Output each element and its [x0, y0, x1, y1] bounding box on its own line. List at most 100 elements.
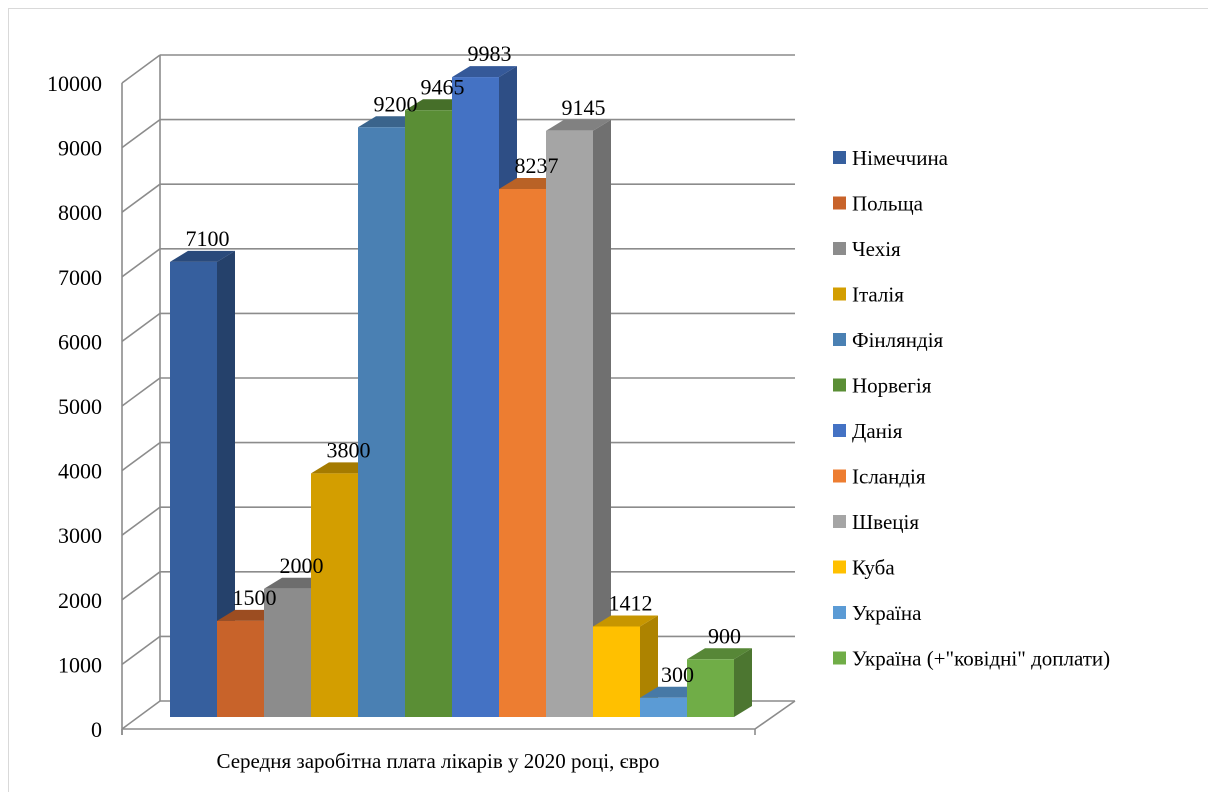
side-gridline: [121, 377, 161, 407]
data-label: 900: [708, 623, 741, 648]
bar-top: [687, 648, 752, 660]
legend-label: Італія: [852, 283, 904, 307]
data-label: 9983: [468, 41, 512, 66]
data-label: 300: [661, 662, 694, 687]
data-label: 3800: [327, 437, 371, 462]
data-label: 9145: [562, 95, 606, 120]
chart-frame: [8, 8, 1208, 792]
y-tick-label: 0: [91, 717, 102, 742]
bar-side: [593, 119, 611, 718]
y-tick-label: 3000: [58, 523, 102, 548]
data-label: 2000: [280, 553, 324, 578]
y-tick-label: 8000: [58, 200, 102, 225]
legend-swatch: [833, 560, 846, 574]
legend-swatch: [833, 469, 846, 483]
legend-label: Україна: [852, 601, 922, 625]
bar: [687, 648, 752, 717]
legend-item: Україна: [833, 601, 922, 625]
bar-front: [170, 261, 217, 717]
y-tick-label: 5000: [58, 394, 102, 419]
bar-front: [499, 189, 546, 717]
legend-swatch: [833, 242, 846, 255]
bar-front: [358, 127, 405, 717]
legend-swatch: [833, 287, 846, 301]
legend-swatch: [833, 333, 846, 346]
legend-swatch: [833, 196, 846, 210]
side-gridline: [121, 312, 161, 343]
legend-label: Швеція: [852, 510, 919, 534]
side-gridline: [121, 700, 161, 730]
side-gridline: [121, 183, 161, 213]
data-label: 1412: [609, 590, 653, 615]
legend-item: Польща: [833, 192, 924, 216]
bar-front: [452, 77, 499, 717]
bar-side: [734, 648, 752, 717]
bar-front: [405, 110, 452, 717]
legend-label: Ісландія: [852, 465, 926, 489]
bar-top: [546, 119, 611, 131]
bar-side: [217, 250, 235, 717]
y-tick-label: 4000: [58, 459, 102, 484]
y-tick-label: 7000: [58, 265, 102, 290]
side-gridline: [121, 118, 161, 149]
legend-label: Україна (+"ковідні" доплати): [852, 647, 1110, 671]
legend-item: Норвегія: [833, 374, 932, 398]
y-axis-ticks: 0 1000 2000 3000 4000 5000 6000 7000 8000 9000 100…: [47, 71, 102, 742]
legend-label: Норвегія: [852, 374, 932, 398]
data-label: 1500: [233, 585, 277, 610]
bar-front: [546, 130, 593, 718]
legend-item: Куба: [833, 556, 895, 580]
legend-label: Польща: [852, 192, 924, 216]
side-gridline: [121, 635, 161, 666]
data-label: 7100: [186, 226, 230, 251]
bar-top: [170, 250, 235, 262]
legend-item: Ісландія: [833, 465, 926, 489]
legend-swatch: [833, 151, 846, 164]
legend-swatch: [833, 378, 846, 392]
bar: [593, 615, 658, 717]
bar: [546, 119, 611, 718]
legend-item: Німеччина: [833, 146, 949, 170]
bar-front: [640, 697, 687, 717]
bar-front: [311, 473, 358, 717]
y-tick-label: 6000: [58, 329, 102, 354]
data-label: 9465: [421, 74, 465, 99]
bar-top: [452, 66, 517, 78]
legend-item: Італія: [833, 283, 904, 307]
side-gridline: [121, 441, 161, 472]
bar-top: [593, 615, 658, 627]
legend-item: Україна (+"ковідні" доплати): [833, 647, 1110, 671]
legend-item: Данія: [833, 419, 903, 443]
legend-item: Чехія: [833, 237, 901, 261]
side-gridline: [121, 248, 161, 278]
side-gridline: [121, 571, 161, 601]
side-gridline: [121, 54, 161, 84]
legend: Німеччина Польща Чехія Італія Фінляндія Норве…: [833, 146, 1110, 671]
legend-swatch: [833, 424, 846, 437]
legend-label: Чехія: [852, 237, 901, 261]
side-gridline: [121, 506, 161, 536]
legend-swatch: [833, 651, 846, 665]
y-tick-label: 2000: [58, 588, 102, 613]
legend-swatch: [833, 515, 846, 528]
legend-label: Німеччина: [852, 146, 949, 170]
legend-label: Куба: [852, 556, 895, 580]
y-tick-label: 9000: [58, 136, 102, 161]
y-tick-label: 10000: [47, 71, 102, 96]
legend-item: Фінляндія: [833, 328, 944, 352]
legend-label: Данія: [852, 419, 903, 443]
bar-front: [264, 588, 311, 717]
x-axis-label: Середня заробітна плата лікарів у 2020 р…: [216, 749, 659, 773]
legend-swatch: [833, 606, 846, 619]
bar-front: [217, 620, 264, 717]
data-label: 9200: [374, 91, 418, 116]
bars: [170, 66, 752, 718]
y-tick-label: 1000: [58, 652, 102, 677]
bar: [170, 250, 235, 717]
bar-front: [593, 626, 640, 717]
legend-item: Швеція: [833, 510, 919, 534]
legend-label: Фінляндія: [852, 328, 944, 352]
data-label: 8237: [515, 153, 559, 178]
